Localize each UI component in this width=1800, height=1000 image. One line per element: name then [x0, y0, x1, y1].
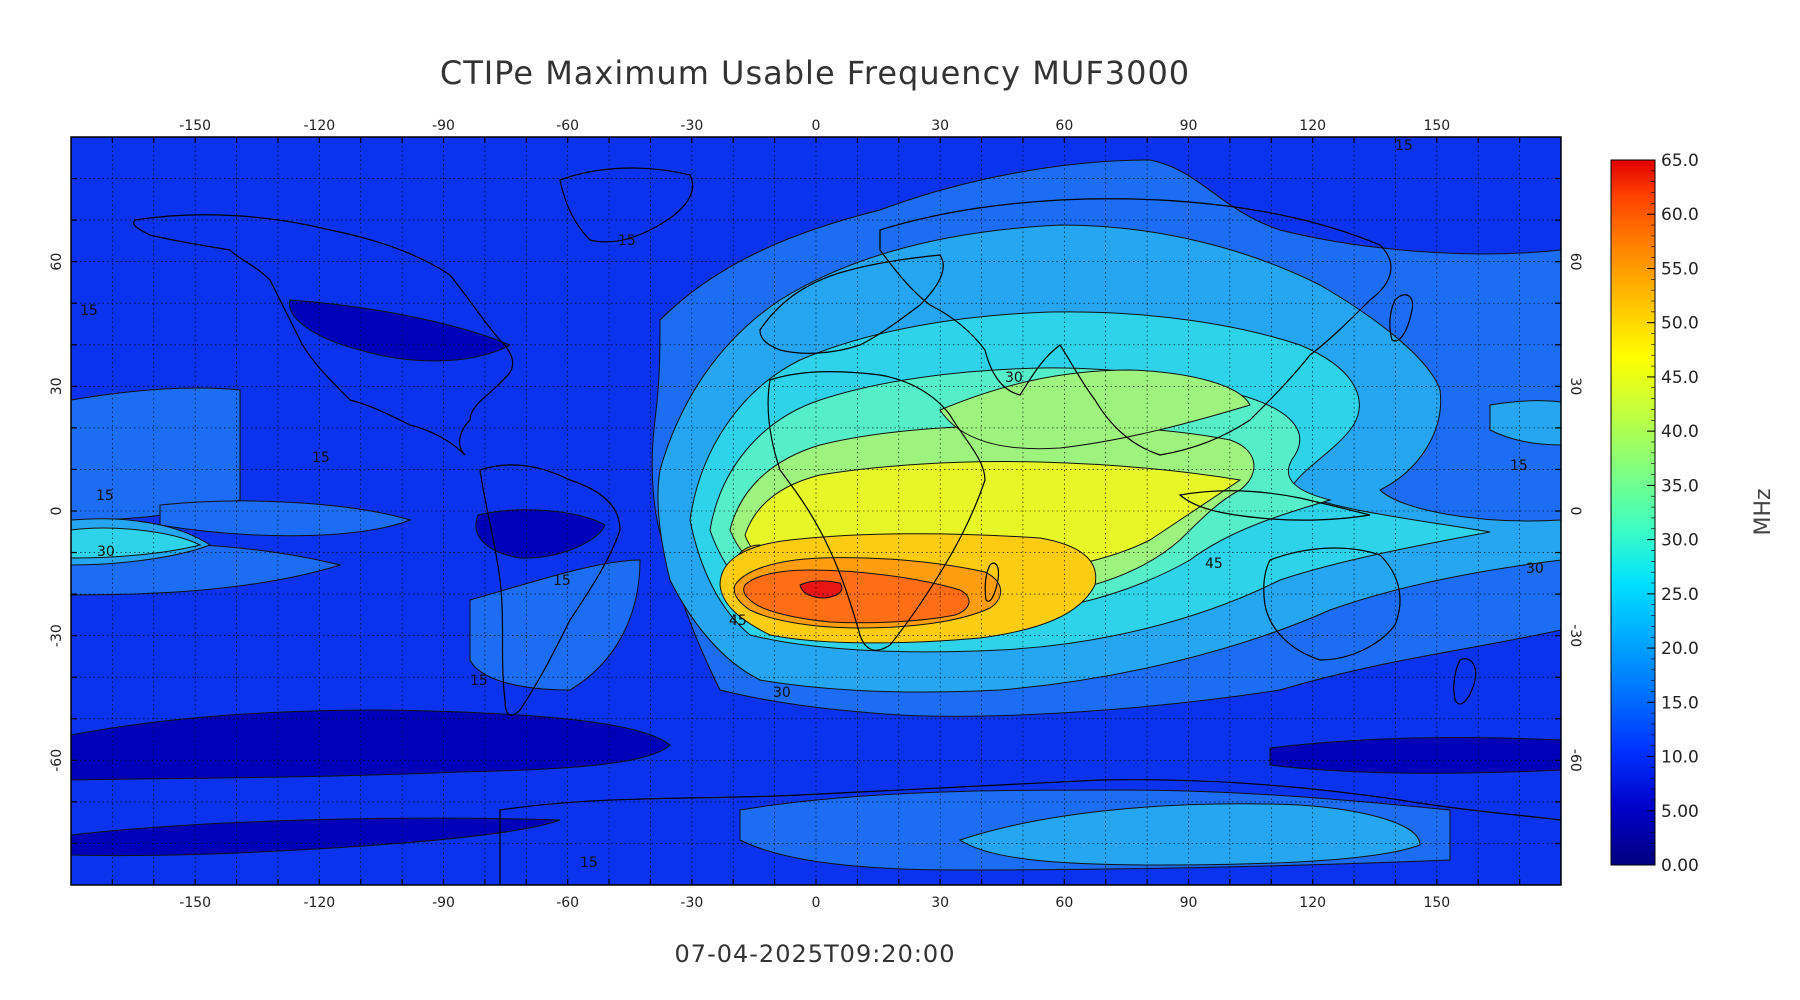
coastline-australia [1263, 547, 1401, 661]
colorbar-label: 0.00 [1661, 856, 1699, 876]
lon-tick-label: 30 [931, 118, 949, 134]
contour-label: 15 [618, 233, 636, 249]
lat-tick-label: -30 [49, 624, 65, 647]
lat-tick-labels-left: 60 30 0 -30 -60 [49, 253, 65, 772]
coastline-indonesia [1178, 490, 1371, 521]
colorbar-label: 45.0 [1661, 368, 1699, 388]
coastline-greenland [559, 167, 694, 243]
lon-tick-labels-bottom: -150 -120 -90 -60 -30 0 30 60 90 120 150 [179, 895, 1450, 911]
contour-labels: 15 15 15 15 15 15 15 15 30 30 30 30 45 4… [80, 138, 1544, 871]
colorbar-ticks [1647, 159, 1655, 866]
colorbar-label: 20.0 [1661, 639, 1699, 659]
lon-tick-label: 0 [812, 118, 821, 134]
lat-tick-label: 60 [1567, 253, 1583, 271]
lon-tick-label: 120 [1299, 118, 1326, 134]
coastline-asia [879, 198, 1392, 456]
lon-tick-label: -150 [179, 895, 211, 911]
colorbar-label: 55.0 [1661, 259, 1699, 279]
contour-label: 15 [470, 673, 488, 689]
lon-tick-label: 60 [1055, 118, 1073, 134]
coastline-africa [767, 371, 986, 651]
contour-label: 15 [80, 303, 98, 319]
lat-tick-label: -60 [1567, 749, 1583, 772]
lon-tick-label: 120 [1299, 895, 1326, 911]
lat-tick-label: 0 [1567, 507, 1583, 516]
coastline-south-america [479, 464, 621, 716]
lat-tick-label: -30 [1567, 624, 1583, 647]
contour-label: 30 [1005, 370, 1023, 386]
contour-label: 15 [1395, 138, 1413, 154]
map-grid [71, 137, 1561, 885]
contour-label: 30 [1526, 561, 1544, 577]
lon-tick-label: 0 [812, 895, 821, 911]
lon-tick-label: 90 [1180, 895, 1198, 911]
contour-label: 45 [729, 613, 747, 629]
lat-tick-label: 30 [49, 377, 65, 395]
chart-title: CTIPe Maximum Usable Frequency MUF3000 [440, 54, 1190, 92]
contour-label: 30 [773, 685, 791, 701]
lon-tick-labels-top: -150 -120 -90 -60 -30 0 30 60 90 120 150 [179, 118, 1450, 134]
lon-tick-label: -90 [432, 118, 455, 134]
lat-tick-label: 30 [1567, 377, 1583, 395]
colorbar-unit-label: MHz [1751, 488, 1776, 535]
colorbar-label: 15.0 [1661, 693, 1699, 713]
lon-tick-label: 30 [931, 895, 949, 911]
lon-tick-label: -120 [303, 895, 335, 911]
coastline-new-zealand [1453, 658, 1477, 705]
colorbar-label: 35.0 [1661, 476, 1699, 496]
contour-label: 45 [1205, 556, 1223, 572]
coastline-antarctica [499, 779, 1561, 885]
lat-tick-labels-right: 60 30 0 -30 -60 [1567, 253, 1583, 772]
colorbar-gradient [1610, 159, 1656, 866]
lon-tick-label: -150 [179, 118, 211, 134]
contour-label: 15 [1510, 458, 1528, 474]
muf-contour-map: 15 15 15 15 15 15 15 15 30 30 30 30 45 4… [71, 137, 1561, 885]
contour-band-65 [799, 580, 843, 599]
colorbar-label: 5.00 [1661, 802, 1699, 822]
lon-tick-label: -60 [556, 895, 579, 911]
lat-tick-label: -60 [49, 749, 65, 772]
lon-tick-label: 150 [1423, 895, 1450, 911]
contour-label: 15 [96, 488, 114, 504]
coastline-north-america [133, 214, 514, 456]
colorbar-label: 40.0 [1661, 422, 1699, 442]
lon-tick-label: -60 [556, 118, 579, 134]
colorbar-labels: 65.0 60.0 55.0 50.0 45.0 40.0 35.0 30.0 25.0 20.0… [1661, 151, 1699, 876]
lat-tick-label: 60 [49, 253, 65, 271]
colorbar-label: 30.0 [1661, 531, 1699, 551]
colorbar-label: 50.0 [1661, 314, 1699, 334]
contour-label: 15 [553, 573, 571, 589]
timestamp: 07-04-2025T09:20:00 [675, 940, 956, 968]
coastline-europe [759, 254, 944, 354]
lon-tick-label: 60 [1055, 895, 1073, 911]
contour-label: 30 [97, 544, 115, 560]
coastline-japan [1389, 294, 1414, 342]
lat-tick-label: 0 [49, 507, 65, 516]
colorbar: 65.0 60.0 55.0 50.0 45.0 40.0 35.0 30.0 25.0 20.0… [1610, 151, 1776, 876]
contour-band-60 [743, 569, 970, 624]
colorbar-label: 10.0 [1661, 748, 1699, 768]
coastlines [133, 167, 1561, 885]
colorbar-label: 60.0 [1661, 205, 1699, 225]
lon-tick-label: 150 [1423, 118, 1450, 134]
coastline-madagascar [984, 562, 1000, 602]
contour-label: 15 [580, 855, 598, 871]
lon-tick-label: -30 [680, 895, 703, 911]
lon-tick-label: -90 [432, 895, 455, 911]
map-frame-ticks [71, 137, 1561, 885]
colorbar-label: 25.0 [1661, 585, 1699, 605]
colorbar-label: 65.0 [1661, 151, 1699, 171]
lon-tick-label: -120 [303, 118, 335, 134]
lon-tick-label: 90 [1180, 118, 1198, 134]
contour-label: 15 [312, 450, 330, 466]
lon-tick-label: -30 [680, 118, 703, 134]
